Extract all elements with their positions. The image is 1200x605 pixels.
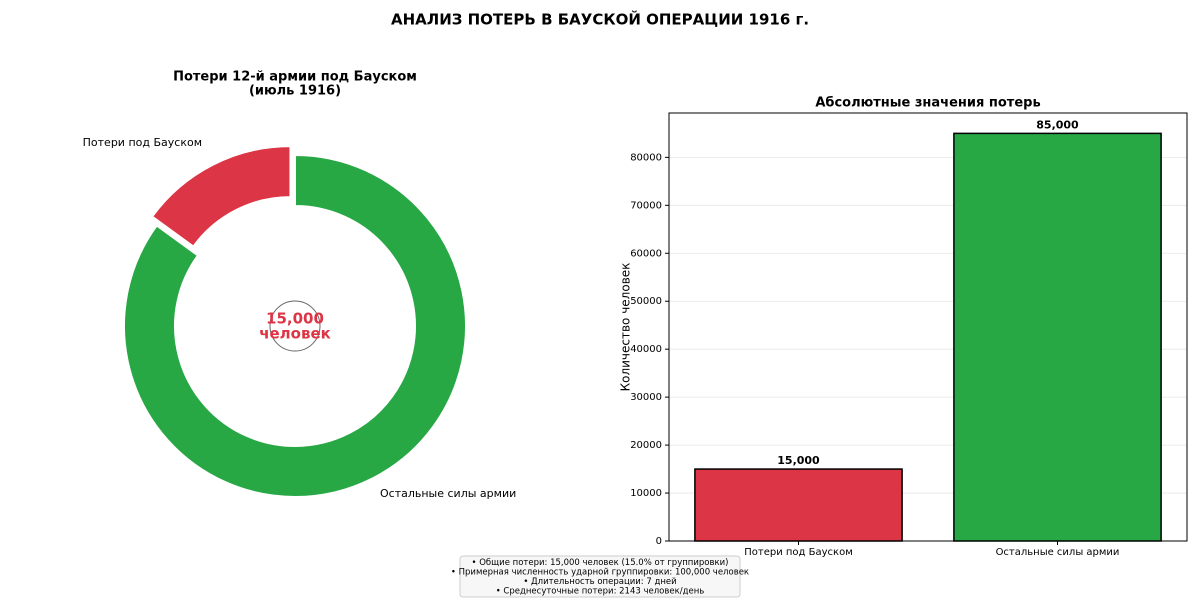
donut-title: (июль 1916) xyxy=(249,84,341,99)
y-tick-label: 30000 xyxy=(630,392,662,403)
y-tick-label: 0 xyxy=(656,536,662,547)
slice-label: Потери под Бауском xyxy=(83,136,202,149)
value-label: 85,000 xyxy=(1036,118,1079,131)
page-title: АНАЛИЗ ПОТЕРЬ В БАУСКОЙ ОПЕРАЦИИ 1916 г. xyxy=(391,10,809,29)
center-unit: человек xyxy=(259,325,331,343)
y-tick-label: 20000 xyxy=(630,440,662,451)
x-tick-label: Остальные силы армии xyxy=(996,547,1120,558)
y-tick-label: 70000 xyxy=(630,200,662,211)
donut-slice xyxy=(123,153,467,498)
y-axis-label: Количество человек xyxy=(619,263,633,392)
bar xyxy=(953,132,1162,542)
y-tick-label: 60000 xyxy=(630,248,662,259)
notes-box xyxy=(459,555,741,598)
center-circle xyxy=(269,300,321,352)
y-tick-label: 40000 xyxy=(630,344,662,355)
center-value: 15,000 xyxy=(266,310,324,328)
y-tick-label: 80000 xyxy=(630,152,662,163)
bar-title: Абсолютные значения потерь xyxy=(815,96,1040,111)
note-line: • Длительность операции: 7 дней xyxy=(523,577,676,587)
y-tick-label: 50000 xyxy=(630,296,662,307)
y-tick-label: 10000 xyxy=(630,488,662,499)
bar xyxy=(694,468,903,542)
donut-slice xyxy=(150,145,292,248)
note-line: • Примерная численность ударной группиро… xyxy=(451,568,749,578)
donut-title: Потери 12-й армии под Бауском xyxy=(173,70,417,85)
axes-frame xyxy=(668,112,1188,542)
value-label: 15,000 xyxy=(777,454,820,467)
note-line: • Среднесуточные потери: 2143 человек/де… xyxy=(496,587,705,597)
slice-label: Остальные силы армии xyxy=(380,487,516,500)
note-line: • Общие потери: 15,000 человек (15.0% от… xyxy=(472,558,729,568)
x-tick-label: Потери под Бауском xyxy=(744,547,853,558)
